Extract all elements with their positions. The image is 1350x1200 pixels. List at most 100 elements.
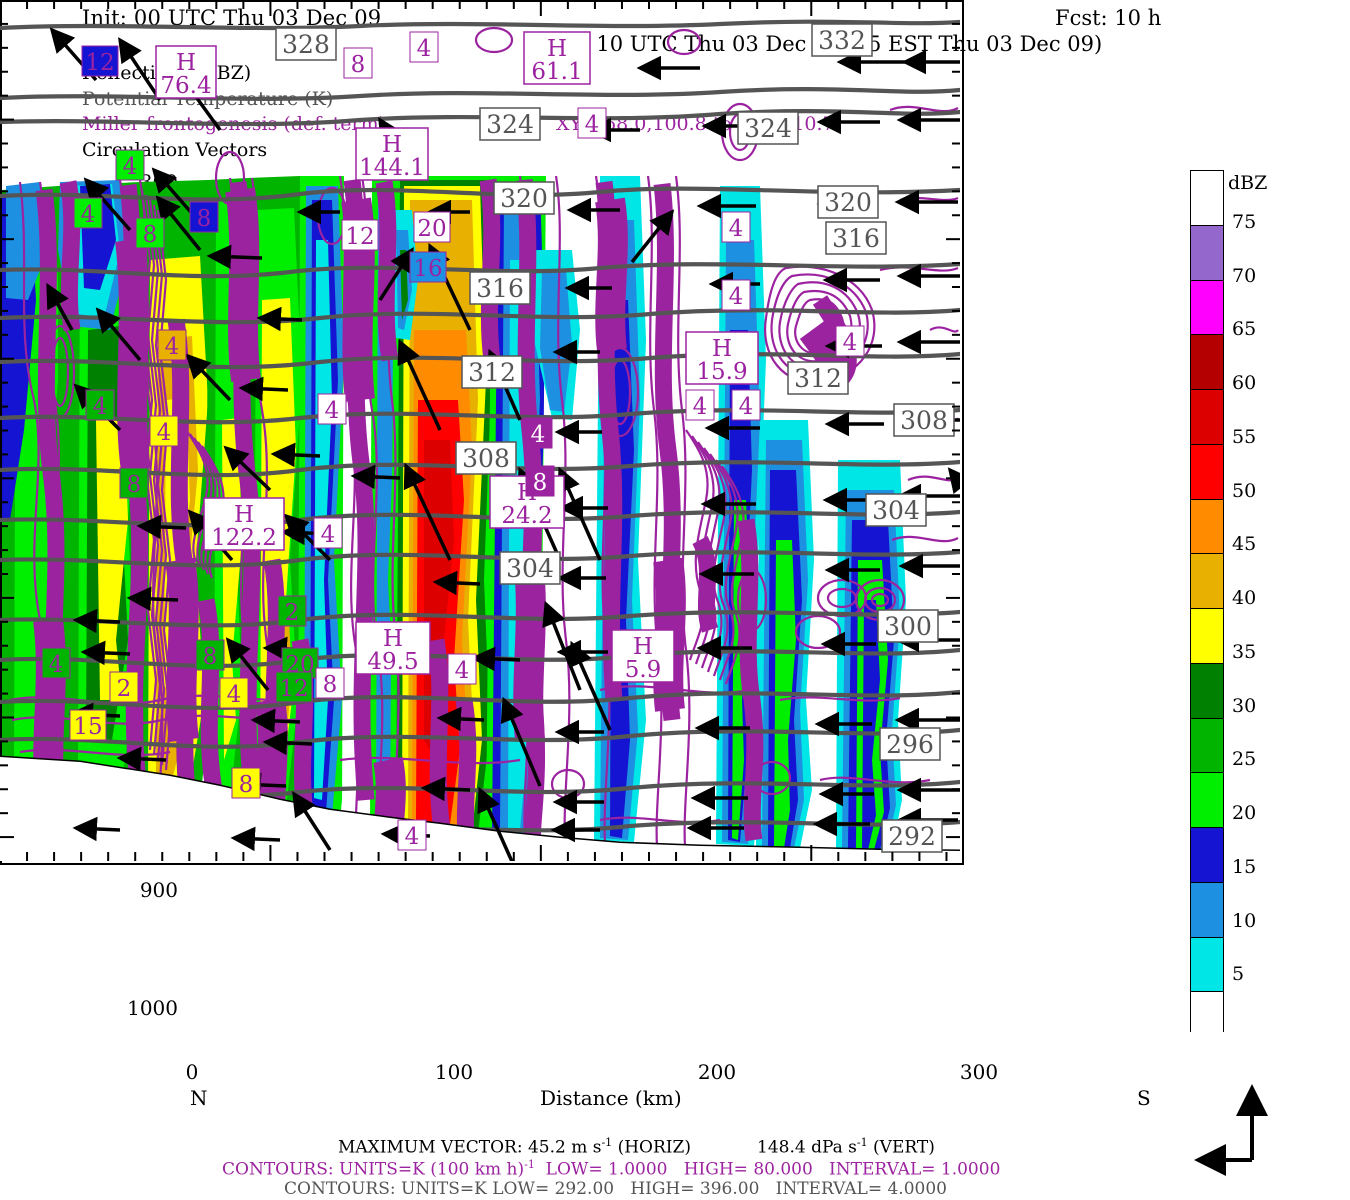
reference-vector-icon: [1194, 1084, 1268, 1176]
colorbar-tick: 75: [1232, 210, 1257, 233]
frontogenesis-value-label: 4: [721, 279, 751, 311]
frontogenesis-value-label: 4: [721, 211, 751, 243]
colorbar-swatch: [1191, 225, 1223, 281]
front-high: HIGH= 80.000: [683, 1159, 813, 1180]
colorbar-swatch: [1191, 609, 1223, 664]
svg-text:H: H: [712, 336, 732, 362]
theta-label: 332: [811, 23, 873, 57]
frontogenesis-value-label: 8: [525, 465, 555, 497]
svg-text:8: 8: [351, 52, 366, 78]
svg-text:H: H: [633, 634, 653, 660]
svg-text:308: 308: [900, 406, 948, 435]
frontogenesis-value-label: 4: [409, 31, 439, 63]
svg-text:328: 328: [282, 30, 330, 59]
frontogenesis-value-label: 8: [119, 467, 149, 499]
theta-label: 324: [737, 111, 799, 145]
svg-text:4: 4: [325, 398, 340, 424]
svg-text:12: 12: [279, 676, 308, 702]
frontogenesis-contour-info: CONTOURS: UNITS=K (100 km h)-1 LOW= 1.00…: [222, 1158, 1000, 1180]
svg-text:304: 304: [872, 496, 920, 525]
frontogenesis-max-label: H15.9: [685, 331, 759, 385]
frontogenesis-value-label: 2: [109, 671, 139, 703]
y-tick-900: 900: [139, 878, 178, 902]
theta-label: 292: [881, 819, 943, 853]
colorbar-swatch: [1191, 171, 1223, 226]
svg-text:8: 8: [203, 644, 218, 670]
frontogenesis-max-label: H49.5: [355, 621, 431, 675]
colorbar-swatch: [1191, 390, 1223, 445]
colorbar-swatch: [1191, 280, 1223, 336]
svg-text:4: 4: [123, 154, 138, 180]
svg-text:8: 8: [239, 772, 254, 798]
max-vector-vert-value: 148.4 dPa s: [757, 1137, 857, 1158]
colorbar-swatch: [1191, 882, 1223, 938]
colorbar-swatch: [1191, 554, 1223, 609]
svg-text:15.9: 15.9: [696, 359, 747, 385]
svg-text:332: 332: [818, 26, 866, 55]
theta-label: 316: [825, 221, 887, 255]
svg-text:H: H: [176, 50, 196, 76]
svg-text:320: 320: [824, 188, 872, 217]
frontogenesis-value-label: 4: [685, 389, 715, 421]
theta-label: 296: [879, 727, 941, 761]
frontogenesis-value-label: 8: [343, 47, 373, 79]
svg-text:2: 2: [117, 676, 132, 702]
svg-text:4: 4: [455, 658, 470, 684]
colorbar-tick: 10: [1232, 909, 1257, 932]
theta-label: 324: [479, 107, 541, 141]
svg-text:20: 20: [417, 216, 446, 242]
frontogenesis-max-label: H24.2: [489, 475, 565, 529]
colorbar-tick: 5: [1232, 963, 1245, 986]
colorbar-tick: 25: [1232, 748, 1257, 771]
theta-contours-label: CONTOURS: UNITS=K LOW= 292.00: [284, 1179, 615, 1199]
svg-text:300: 300: [884, 612, 932, 641]
svg-text:15: 15: [73, 714, 102, 740]
colorbar-tick: 35: [1232, 640, 1257, 663]
theta-contour-info: CONTOURS: UNITS=K LOW= 292.00 HIGH= 396.…: [284, 1179, 947, 1199]
theta-interval: INTERVAL= 4.0000: [775, 1179, 947, 1199]
svg-text:8: 8: [127, 472, 142, 498]
svg-text:5.9: 5.9: [625, 657, 662, 683]
theta-label: 328: [275, 27, 337, 61]
frontogenesis-value-label: 2: [277, 595, 307, 627]
front-contours-label: CONTOURS: UNITS=K (100 km h): [222, 1159, 525, 1180]
svg-text:H: H: [382, 132, 402, 158]
theta-label: 312: [787, 361, 849, 395]
frontogenesis-value-label: 12: [341, 219, 379, 251]
colorbar-tick: 50: [1232, 479, 1257, 502]
svg-text:4: 4: [81, 202, 96, 228]
svg-text:304: 304: [506, 554, 554, 583]
frontogenesis-max-label: H61.1: [523, 31, 591, 85]
svg-text:4: 4: [157, 420, 172, 446]
x-axis-right-end: S: [1137, 1086, 1151, 1110]
cross-section-canvas: 328 332 324 324 320 320: [0, 0, 960, 861]
svg-text:4: 4: [165, 334, 180, 360]
svg-text:324: 324: [744, 114, 792, 143]
svg-text:312: 312: [468, 358, 516, 387]
colorbar-swatch: [1191, 663, 1223, 719]
frontogenesis-value-label: 12: [81, 45, 119, 77]
frontogenesis-value-label: 4: [397, 819, 427, 851]
svg-text:H: H: [547, 36, 567, 62]
colorbar-swatch: [1191, 335, 1223, 390]
colorbar-swatch: [1191, 499, 1223, 555]
frontogenesis-value-label: 8: [135, 217, 165, 249]
theta-label: 312: [461, 355, 523, 389]
reflectivity-colorbar: [1190, 170, 1224, 1046]
svg-text:2: 2: [285, 600, 300, 626]
frontogenesis-value-label: 12: [275, 671, 313, 703]
svg-text:12: 12: [85, 50, 114, 76]
svg-text:8: 8: [533, 470, 548, 496]
frontogenesis-value-label: 8: [189, 201, 219, 233]
svg-text:144.1: 144.1: [359, 155, 425, 181]
frontogenesis-value-label: 15: [69, 709, 107, 741]
frontogenesis-value-label: 4: [149, 415, 179, 447]
cross-section-plot[interactable]: 328 332 324 324 320 320: [0, 0, 964, 865]
colorbar-swatch: [1191, 828, 1223, 883]
frontogenesis-value-label: 20: [413, 211, 451, 243]
svg-text:4: 4: [729, 216, 744, 242]
svg-text:8: 8: [143, 222, 158, 248]
svg-text:4: 4: [585, 112, 600, 138]
x-tick-300: 300: [959, 1060, 999, 1084]
